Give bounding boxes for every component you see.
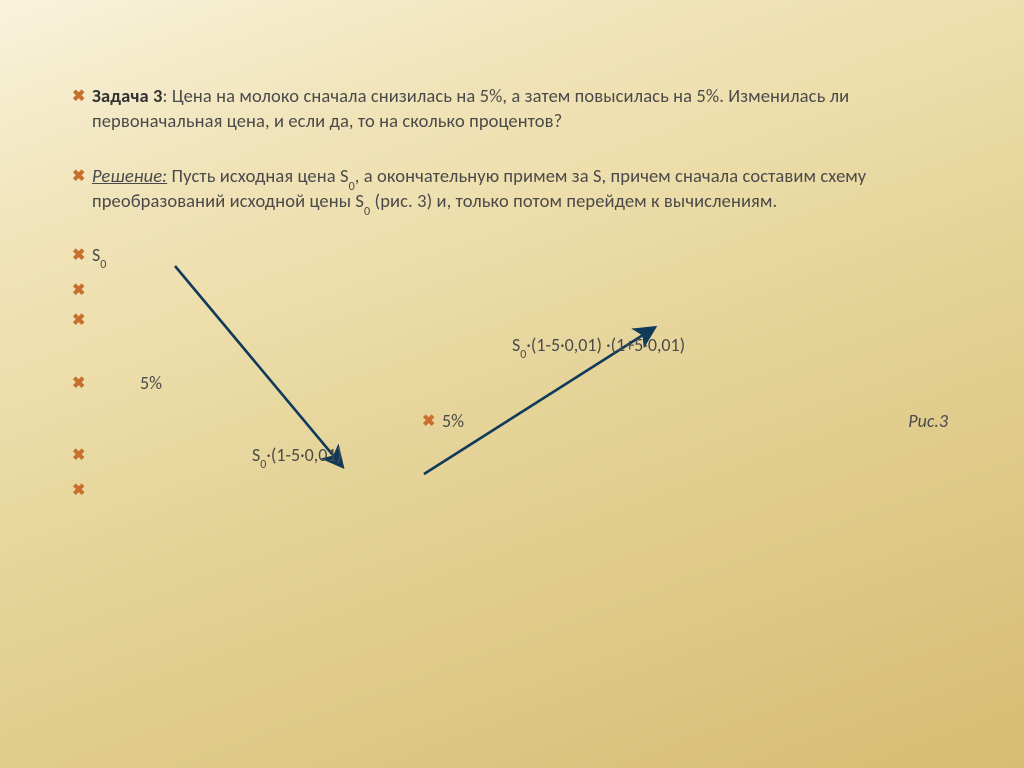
empty-bullet-1: ✖ <box>72 280 92 300</box>
solution-block: ✖ Решение: Пусть исходная цена S0, а око… <box>72 164 952 214</box>
diagram: ✖ S0 ✖ ✖ ✖ 5% ✖ 5% S0·(1-5·0,01) ·(1+5·0… <box>72 244 952 514</box>
sub-0: 0 <box>349 180 355 194</box>
s0-sub: 0 <box>100 258 106 272</box>
problem-label: Задача 3 <box>92 84 162 107</box>
solution-text: Решение: Пусть исходная цена S0, а оконч… <box>92 164 952 214</box>
empty-bullet-2: ✖ <box>72 310 92 330</box>
arrows-svg <box>72 244 952 514</box>
node-mid-row: ✖ S0·(1-5·0,01) <box>72 444 342 466</box>
solution-label: Решение: <box>92 164 167 187</box>
problem-body: : Цена на молоко сначала снизилась на 5%… <box>92 84 849 132</box>
pct-right: 5% <box>442 410 464 432</box>
problem-text: Задача 3: Цена на молоко сначала снизила… <box>92 84 952 134</box>
bullet-marker-icon: ✖ <box>72 310 92 330</box>
solution-body-3: (рис. 3) и, только потом перейдем к вычи… <box>370 189 777 212</box>
final-rest: ·(1-5·0,01) ·(1+5·0,01) <box>526 334 685 356</box>
figure-label: Рис.3 <box>908 410 948 432</box>
mid-sub: 0 <box>260 458 266 472</box>
problem-block: ✖ Задача 3: Цена на молоко сначала снизи… <box>72 84 952 134</box>
bullet-marker-icon: ✖ <box>72 164 92 188</box>
mid-label: S0·(1-5·0,01) <box>92 444 342 466</box>
pct-left: 5% <box>92 372 162 394</box>
s0-label: S0 <box>92 244 106 266</box>
solution-bullet: ✖ Решение: Пусть исходная цена S0, а око… <box>72 164 952 214</box>
pct-left-row: ✖ 5% <box>72 372 162 394</box>
bullet-marker-icon: ✖ <box>72 445 92 465</box>
bullet-marker-icon: ✖ <box>72 280 92 300</box>
node-final: S0·(1-5·0,01) ·(1+5·0,01) <box>512 334 685 356</box>
bullet-marker-icon: ✖ <box>72 245 92 265</box>
bullet-marker-icon: ✖ <box>72 480 92 500</box>
pct-right-row: ✖ 5% <box>422 410 464 432</box>
bullet-marker-icon: ✖ <box>422 411 442 431</box>
bullet-marker-icon: ✖ <box>72 373 92 393</box>
fig-label-text: Рис.3 <box>908 410 948 432</box>
slide-content: ✖ Задача 3: Цена на молоко сначала снизи… <box>0 0 1024 768</box>
arrow-down <box>175 266 342 466</box>
final-sub: 0 <box>520 348 526 362</box>
node-s0: ✖ S0 <box>72 244 106 266</box>
sub-0: 0 <box>364 205 370 219</box>
solution-body-1: Пусть исходная цена S <box>167 164 348 187</box>
bullet-marker-icon: ✖ <box>72 84 92 108</box>
mid-rest: ·(1-5·0,01) <box>266 444 342 466</box>
final-label: S0·(1-5·0,01) ·(1+5·0,01) <box>512 334 685 356</box>
empty-bullet-3: ✖ <box>72 480 92 500</box>
problem-bullet: ✖ Задача 3: Цена на молоко сначала снизи… <box>72 84 952 134</box>
